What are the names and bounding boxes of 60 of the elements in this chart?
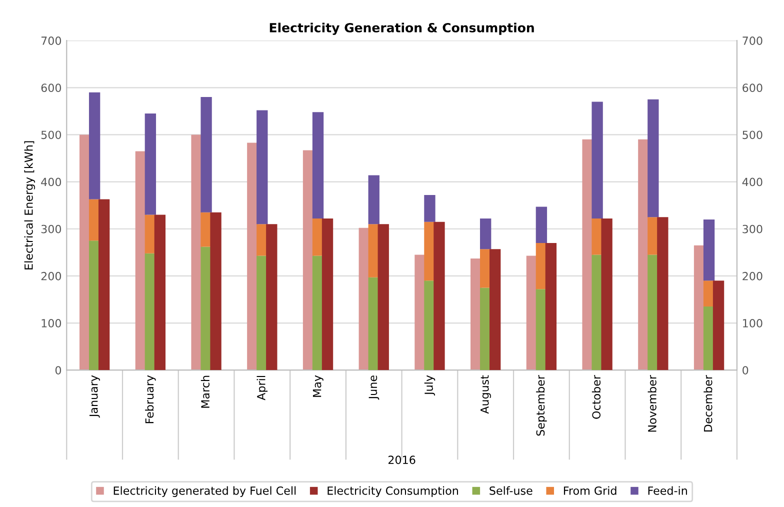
bar <box>256 110 268 224</box>
chart-title: Electricity Generation & Consumption <box>270 22 534 35</box>
y2-tick-label: 600 <box>742 84 762 92</box>
bar <box>144 114 156 215</box>
legend-label: Feed-in <box>648 486 687 495</box>
bar <box>88 92 100 200</box>
y-axis-title: Electrical Energy [kWh] <box>24 141 36 270</box>
bar <box>601 218 612 370</box>
x-tick-label: August <box>480 375 491 414</box>
bar <box>703 219 715 281</box>
bar <box>592 102 603 219</box>
y-tick-label: 500 <box>41 130 62 140</box>
bar <box>545 243 557 370</box>
x-tick-label: November <box>648 374 656 432</box>
bar <box>648 99 659 218</box>
bar <box>434 222 445 370</box>
y2-tick-label: 500 <box>742 130 762 140</box>
bar <box>210 212 222 370</box>
x-tick-label: January <box>90 375 100 418</box>
y-tick-label: 400 <box>41 178 62 186</box>
x-tick-label: February <box>145 375 156 424</box>
y2-tick-label: 200 <box>742 272 762 280</box>
bar <box>368 175 380 224</box>
x-tick-label: April <box>256 376 268 400</box>
x-tick-label: September <box>536 374 547 436</box>
bar <box>712 280 724 370</box>
y2-tick-label: 0 <box>742 366 748 374</box>
legend-label: Electricity Consumption <box>328 486 458 497</box>
bar <box>312 112 324 219</box>
bar <box>480 218 492 250</box>
bar <box>266 224 278 370</box>
bar <box>424 194 436 222</box>
y-tick-label: 100 <box>42 319 62 328</box>
bar <box>322 218 334 370</box>
bar <box>98 199 110 370</box>
y2-tick-label: 300 <box>742 224 762 234</box>
bar <box>378 224 389 370</box>
x-tick-label: May <box>312 375 324 397</box>
bar <box>657 217 668 370</box>
y-tick-label: 600 <box>41 84 62 92</box>
y-tick-label: 700 <box>41 36 62 45</box>
y2-tick-label: 700 <box>742 36 762 45</box>
x-tick-label: October <box>592 374 601 419</box>
bar <box>154 214 166 370</box>
y2-tick-label: 100 <box>743 319 762 328</box>
legend-label: Electricity generated by Fuel Cell <box>114 486 296 497</box>
x-axis-title: 2016 <box>388 456 416 464</box>
x-tick-label: June <box>368 376 380 400</box>
legend-label: Self-use <box>490 486 532 495</box>
legend-label: From Grid <box>564 486 616 495</box>
x-tick-label: July <box>424 375 436 396</box>
x-tick-label: March <box>200 376 210 408</box>
bar <box>490 249 501 370</box>
bar <box>536 206 548 243</box>
y-tick-label: 300 <box>41 224 62 234</box>
y-tick-label: 200 <box>41 272 62 280</box>
y-tick-label: 0 <box>55 366 62 374</box>
x-tick-label: December <box>704 374 712 432</box>
y2-tick-label: 400 <box>742 178 762 186</box>
bar <box>200 97 212 212</box>
